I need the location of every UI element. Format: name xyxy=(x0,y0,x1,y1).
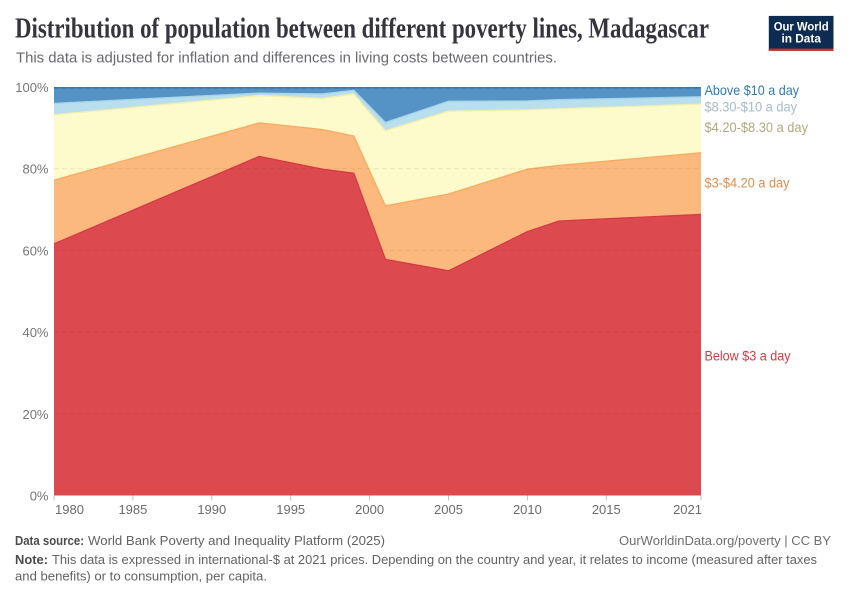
svg-text:80%: 80% xyxy=(22,162,48,177)
svg-text:2021: 2021 xyxy=(673,502,702,517)
svg-text:and benefits) or to consumptio: and benefits) or to consumption, per cap… xyxy=(15,569,267,584)
svg-text:$4.20-$8.30 a day: $4.20-$8.30 a day xyxy=(705,119,809,135)
svg-text:This data is expressed in inte: This data is expressed in international-… xyxy=(52,552,817,567)
svg-text:1995: 1995 xyxy=(276,502,305,517)
svg-text:$3-$4.20 a day: $3-$4.20 a day xyxy=(705,175,790,191)
svg-text:60%: 60% xyxy=(22,243,48,258)
svg-text:2010: 2010 xyxy=(513,502,542,517)
svg-text:Below $3 a day: Below $3 a day xyxy=(705,348,791,364)
svg-text:1985: 1985 xyxy=(118,502,147,517)
svg-text:Distribution of population bet: Distribution of population between diffe… xyxy=(15,14,709,45)
svg-text:$8.30-$10 a day: $8.30-$10 a day xyxy=(705,99,798,115)
svg-text:2015: 2015 xyxy=(592,502,621,517)
svg-text:0%: 0% xyxy=(30,489,49,504)
svg-text:100%: 100% xyxy=(15,80,49,95)
svg-text:Note:: Note: xyxy=(15,552,48,567)
svg-text:2000: 2000 xyxy=(355,502,384,517)
svg-text:2005: 2005 xyxy=(434,502,463,517)
svg-text:1980: 1980 xyxy=(55,502,84,517)
svg-text:Above $10 a day: Above $10 a day xyxy=(705,82,800,98)
svg-text:This data is adjusted for infl: This data is adjusted for inflation and … xyxy=(16,50,557,67)
svg-text:Data source:: Data source: xyxy=(15,533,84,548)
svg-text:Our World: Our World xyxy=(774,20,829,34)
svg-text:World Bank Poverty and Inequal: World Bank Poverty and Inequality Platfo… xyxy=(88,533,385,548)
svg-text:20%: 20% xyxy=(22,407,48,422)
svg-text:in Data: in Data xyxy=(781,31,821,45)
svg-text:OurWorldinData.org/poverty | C: OurWorldinData.org/poverty | CC BY xyxy=(619,533,831,548)
svg-text:1990: 1990 xyxy=(197,502,226,517)
svg-text:40%: 40% xyxy=(22,325,48,340)
